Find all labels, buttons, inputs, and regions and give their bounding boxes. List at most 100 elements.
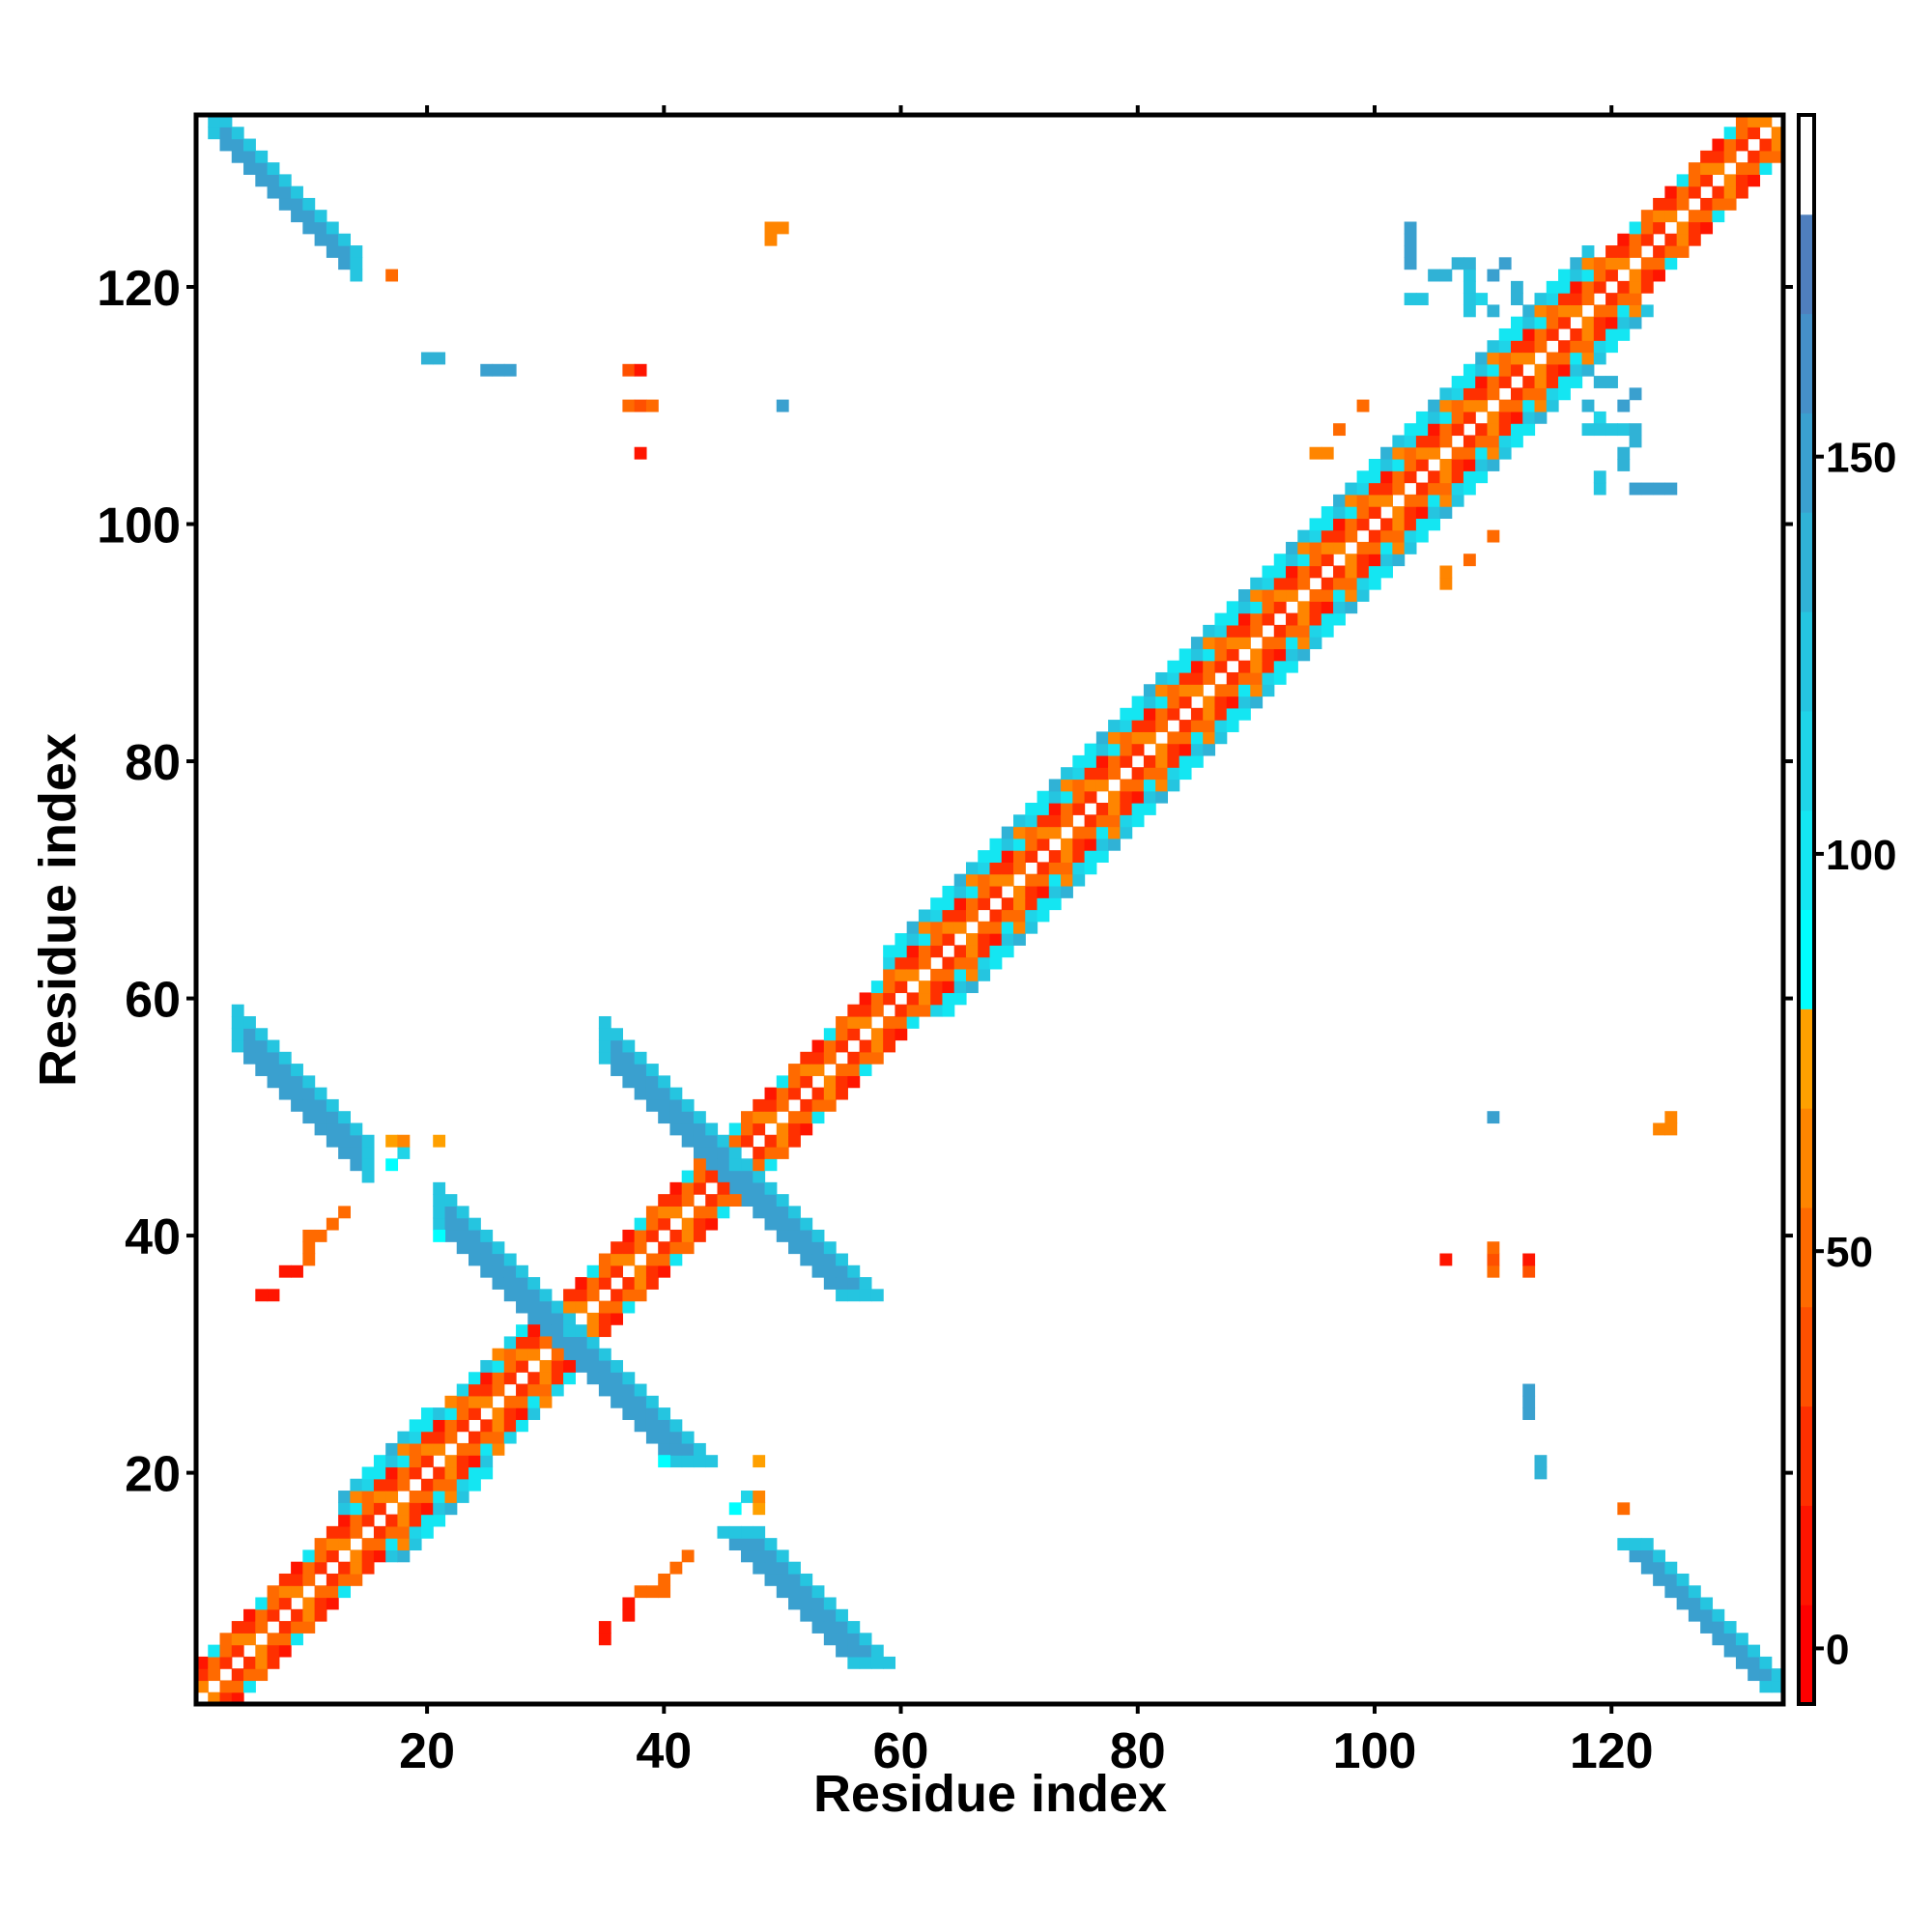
heatmap-cell (1735, 185, 1748, 199)
heatmap-cell (788, 1122, 801, 1136)
heatmap-cell (906, 933, 920, 946)
heatmap-cell (1629, 221, 1642, 235)
heatmap-cell (930, 980, 944, 994)
heatmap-cell (1735, 115, 1748, 128)
heatmap-cell (586, 1264, 600, 1278)
heatmap-cell (953, 992, 967, 1006)
heatmap-cell (1605, 423, 1618, 437)
heatmap-cell (1190, 660, 1204, 673)
heatmap-cell (1237, 671, 1251, 685)
heatmap-cell (906, 968, 920, 981)
heatmap-cell (1747, 174, 1761, 187)
heatmap-cell (1108, 838, 1121, 851)
heatmap-cell (1463, 470, 1476, 484)
heatmap-cell (645, 1098, 659, 1112)
heatmap-cell (895, 1004, 908, 1017)
heatmap-cell (1273, 671, 1287, 685)
heatmap-cell (291, 1087, 303, 1100)
heatmap-cell (705, 1194, 719, 1208)
heatmap-cell (397, 1442, 411, 1456)
heatmap-cell (1143, 779, 1156, 792)
heatmap-cell (669, 1442, 683, 1456)
heatmap-cell (669, 1087, 683, 1100)
heatmap-cell (1286, 624, 1298, 638)
heatmap-cell (1155, 696, 1169, 709)
heatmap-cell (598, 1372, 611, 1385)
heatmap-cell (1522, 352, 1536, 365)
heatmap-cell (764, 221, 778, 235)
heatmap-cell (622, 1039, 636, 1053)
heatmap-cell (741, 1170, 753, 1183)
heatmap-cell (1653, 245, 1665, 258)
heatmap-cell (267, 1656, 280, 1669)
heatmap-cell (208, 1668, 221, 1682)
heatmap-cell (953, 980, 967, 994)
heatmap-cell (480, 363, 494, 377)
heatmap-cell (1593, 411, 1606, 424)
heatmap-cell (1723, 127, 1737, 140)
heatmap-cell (611, 1372, 623, 1385)
heatmap-cell (1688, 174, 1701, 187)
heatmap-cell (397, 1514, 411, 1527)
heatmap-cell (469, 1395, 481, 1408)
plot-frame (193, 112, 1786, 1707)
heatmap-cell (1226, 696, 1239, 709)
heatmap-cell (622, 1395, 636, 1408)
heatmap-cell (1273, 601, 1287, 614)
heatmap-cell (586, 1372, 600, 1385)
heatmap-cell (634, 1087, 647, 1100)
heatmap-cell (953, 921, 967, 934)
heatmap-cell (1025, 803, 1038, 815)
heatmap-cell (1095, 838, 1109, 851)
heatmap-cell (1214, 684, 1228, 697)
heatmap-cell (1084, 850, 1097, 863)
heatmap-cell (267, 1075, 280, 1089)
heatmap-cell (693, 1217, 706, 1231)
heatmap-cell (717, 1181, 730, 1195)
heatmap-cell (1297, 565, 1311, 579)
heatmap-cell (989, 956, 1003, 970)
heatmap-cell (1037, 790, 1050, 804)
heatmap-cell (622, 1253, 636, 1266)
heatmap-cell (231, 1004, 244, 1017)
heatmap-cell (634, 1075, 647, 1089)
heatmap-cell (302, 210, 316, 223)
heatmap-cell (1688, 210, 1701, 223)
heatmap-cell (219, 1656, 233, 1669)
heatmap-cell (1487, 1111, 1500, 1124)
heatmap-cell (1404, 529, 1417, 543)
heatmap-cell (965, 933, 979, 946)
heatmap-cell (1131, 767, 1145, 781)
heatmap-cell (693, 1206, 706, 1219)
heatmap-cell (1428, 435, 1441, 448)
heatmap-cell (1001, 897, 1014, 911)
heatmap-cell (278, 1051, 292, 1065)
heatmap-cell (1061, 885, 1073, 898)
heatmap-cell (1700, 221, 1714, 235)
heatmap-cell (1558, 376, 1571, 388)
heatmap-cell (278, 1264, 292, 1278)
heatmap-cell (1108, 731, 1121, 745)
heatmap-cell (800, 1111, 813, 1124)
heatmap-cell (350, 1561, 363, 1575)
heatmap-cell (1415, 435, 1429, 448)
heatmap-cell (1120, 779, 1133, 792)
heatmap-cell (1428, 446, 1441, 460)
heatmap-cell (444, 1217, 458, 1231)
heatmap-cell (326, 1597, 339, 1610)
heatmap-cell (836, 1087, 848, 1100)
heatmap-cell (1475, 293, 1489, 306)
heatmap-cell (705, 1134, 719, 1148)
heatmap-cell (645, 1253, 659, 1266)
heatmap-cell (551, 1336, 564, 1350)
heatmap-cell (1640, 257, 1654, 270)
heatmap-cell (302, 1111, 316, 1124)
heatmap-cell (1380, 494, 1393, 507)
heatmap-cell (350, 1122, 363, 1136)
heatmap-cell (527, 1372, 541, 1385)
heatmap-cell (267, 162, 280, 175)
heatmap-cell (823, 1098, 837, 1112)
heatmap-cell (350, 245, 363, 258)
heatmap-cell (776, 1217, 789, 1231)
colorbar-segment (1799, 909, 1814, 1009)
